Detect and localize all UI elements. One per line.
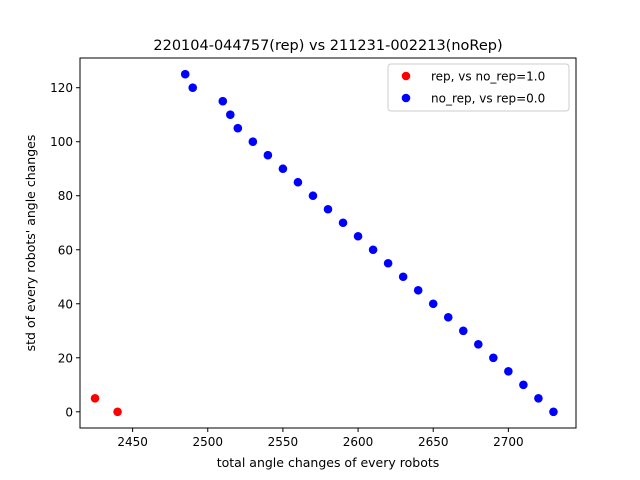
chart-title: 220104-044757(rep) vs 211231-002213(noRe…: [153, 38, 502, 54]
data-point-series-1: [90, 393, 100, 403]
data-point-series-2: [413, 285, 423, 295]
legend-marker-series-1: [401, 71, 411, 81]
y-tick-label: 40: [58, 297, 73, 311]
y-axis-label: std of every robots' angle changes: [23, 135, 38, 352]
data-point-series-2: [293, 177, 303, 187]
y-tick-label: 0: [65, 405, 73, 419]
data-point-series-2: [504, 366, 513, 376]
legend-label-series-1: rep, vs no_rep=1.0: [431, 70, 545, 84]
data-point-series-2: [549, 407, 558, 417]
data-point-series-2: [263, 150, 273, 160]
y-tick-label: 120: [50, 81, 73, 95]
data-point-series-1: [113, 407, 122, 417]
x-tick-label: 2500: [192, 435, 223, 449]
x-tick-label: 2550: [268, 435, 299, 449]
data-point-series-2: [188, 83, 198, 93]
data-point-series-2: [353, 231, 363, 241]
data-point-series-2: [233, 123, 243, 133]
data-point-series-2: [428, 299, 438, 309]
plot-area-frame: [79, 57, 577, 429]
data-points: [90, 69, 558, 417]
x-axis-ticks: 2450 2500 2550 2600 2650 2700: [117, 428, 524, 449]
x-axis-label: total angle changes of every robots: [217, 455, 440, 470]
legend-marker-series-2: [401, 93, 411, 103]
data-point-series-2: [398, 272, 408, 282]
data-point-series-2: [458, 326, 468, 336]
y-axis-ticks: 0 20 40 60 80 100 120: [50, 81, 80, 419]
data-point-series-2: [248, 137, 258, 147]
data-point-series-2: [474, 339, 483, 349]
y-tick-label: 60: [58, 243, 73, 257]
legend-box: [387, 63, 570, 112]
x-tick-label: 2650: [418, 435, 449, 449]
data-point-series-2: [383, 258, 393, 268]
y-tick-label: 80: [58, 189, 73, 203]
data-point-series-2: [218, 96, 228, 106]
data-point-series-2: [308, 191, 318, 201]
data-point-series-2: [278, 164, 288, 174]
data-point-series-2: [368, 245, 378, 255]
legend-label-series-2: no_rep, vs rep=0.0: [431, 92, 545, 106]
data-point-series-2: [323, 204, 333, 214]
x-tick-label: 2700: [493, 435, 524, 449]
x-tick-label: 2600: [343, 435, 374, 449]
y-tick-label: 20: [58, 351, 73, 365]
data-point-series-2: [226, 110, 235, 120]
data-point-series-2: [489, 353, 498, 363]
y-tick-label: 100: [50, 135, 73, 149]
legend: rep, vs no_rep=1.0 no_rep, vs rep=0.0: [387, 63, 570, 112]
data-point-series-2: [338, 218, 348, 228]
data-point-series-2: [180, 69, 190, 79]
data-point-series-2: [443, 312, 453, 322]
data-point-series-2: [534, 393, 543, 403]
data-point-series-2: [519, 380, 528, 390]
x-tick-label: 2450: [117, 435, 148, 449]
